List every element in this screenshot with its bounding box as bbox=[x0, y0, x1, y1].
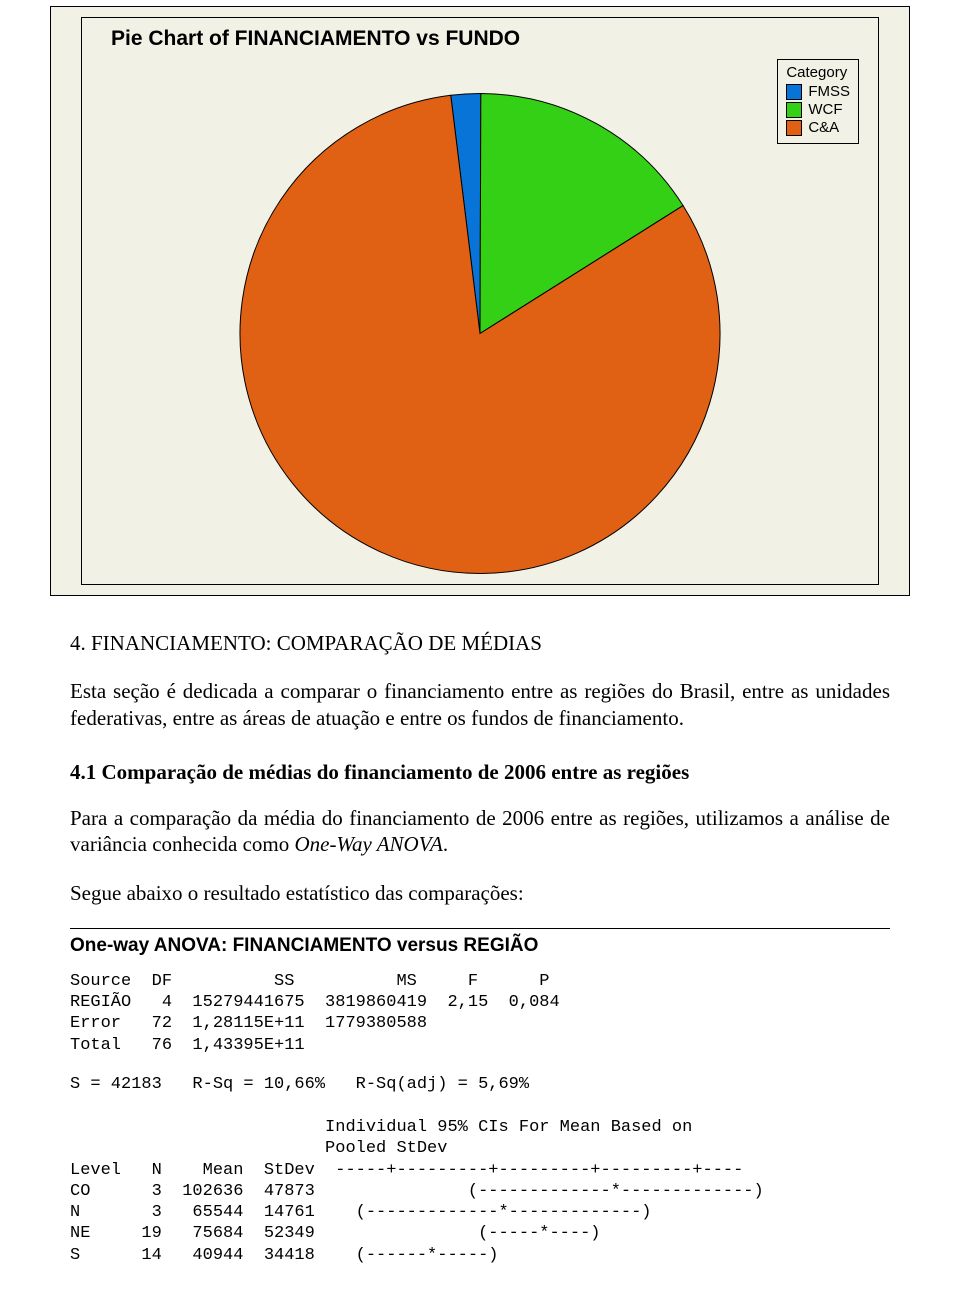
para2-b: . bbox=[443, 832, 448, 856]
section-heading: 4. FINANCIAMENTO: COMPARAÇÃO DE MÉDIAS bbox=[70, 630, 890, 656]
legend-label: FMSS bbox=[808, 83, 850, 101]
para2-a: Para a comparação da média do financiame… bbox=[70, 806, 890, 856]
legend-item-fmss: FMSS bbox=[786, 83, 850, 101]
legend-swatch-ca bbox=[786, 120, 802, 136]
anova-stats-line: S = 42183 R-Sq = 10,66% R-Sq(adj) = 5,69… bbox=[70, 1074, 890, 1095]
section-para-2: Para a comparação da média do financiame… bbox=[70, 805, 890, 858]
anova-ci-block: Individual 95% CIs For Mean Based on Poo… bbox=[70, 1117, 890, 1266]
chart-frame: Pie Chart of FINANCIAMENTO vs FUNDO Cate… bbox=[50, 6, 910, 596]
legend-title: Category bbox=[786, 64, 850, 81]
legend-swatch-fmss bbox=[786, 84, 802, 100]
anova-heading: One-way ANOVA: FINANCIAMENTO versus REGI… bbox=[70, 928, 890, 957]
page: Pie Chart of FINANCIAMENTO vs FUNDO Cate… bbox=[0, 6, 960, 1266]
anova-table: Source DF SS MS F P REGIÃO 4 15279441675… bbox=[70, 971, 890, 1056]
legend-label: C&A bbox=[808, 119, 839, 137]
chart-title: Pie Chart of FINANCIAMENTO vs FUNDO bbox=[111, 27, 520, 51]
legend-item-wcf: WCF bbox=[786, 101, 850, 119]
section-para-1: Esta seção é dedicada a comparar o finan… bbox=[70, 678, 890, 731]
subsection-heading: 4.1 Comparação de médias do financiament… bbox=[70, 759, 890, 785]
legend-swatch-wcf bbox=[786, 102, 802, 118]
pie-chart bbox=[220, 74, 740, 599]
chart-legend: Category FMSS WCF C&A bbox=[777, 59, 859, 144]
pie-svg bbox=[220, 74, 740, 594]
legend-label: WCF bbox=[808, 101, 842, 119]
para2-italic: One-Way ANOVA bbox=[294, 832, 442, 856]
body-text: 4. FINANCIAMENTO: COMPARAÇÃO DE MÉDIAS E… bbox=[70, 630, 890, 906]
section-para-3: Segue abaixo o resultado estatístico das… bbox=[70, 880, 890, 906]
legend-item-ca: C&A bbox=[786, 119, 850, 137]
